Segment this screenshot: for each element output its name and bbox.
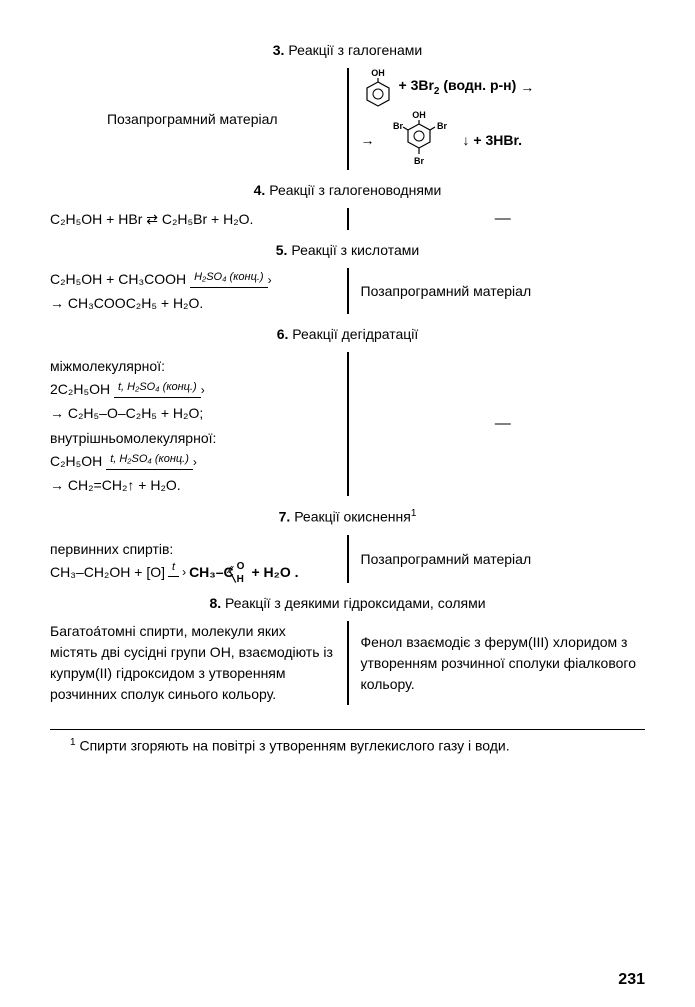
svg-text:OH: OH [412, 110, 426, 120]
s4-right: — [349, 208, 646, 230]
phenol-icon: OH [361, 68, 395, 106]
s7-left: первинних спиртів: CH₃–CH₂OH + [O] t› CH… [50, 535, 347, 583]
section-num: 3. [273, 42, 285, 58]
reagent-sub: 2 [434, 86, 440, 97]
s7-h: H [237, 574, 244, 585]
s6-line1b: → C₂H₅–O–C₂H₅ + H₂O; [50, 402, 335, 424]
section-5-row: C₂H₅OH + CH₃COOH H₂SO₄ (конц.)› → CH₃COO… [50, 268, 645, 314]
arrow2: → [361, 132, 375, 148]
s6-line1: 2C₂H₅OH t, H₂SO₄ (конц.)› [50, 378, 335, 402]
section-4-row: C₂H₅OH + HBr ⇄ C₂H₅Br + H₂O. — [50, 208, 645, 230]
s6-line2: C₂H₅OH t, H₂SO₄ (конц.)› [50, 450, 335, 474]
section-name: Реакції з галогенами [288, 42, 422, 58]
s7-right-text: Позапрограмний матеріал [361, 549, 646, 570]
s7-o: O [237, 561, 245, 572]
s3-right: OH + 3Br2 (водн. р-н) → → OH [349, 68, 646, 170]
section-name: Реакції з кислотами [291, 242, 419, 258]
footnote: 1 Спирти згоряють на повітрі з утворення… [50, 736, 645, 756]
s5-right-text: Позапрограмний матеріал [361, 281, 646, 302]
s7-sup: 1 [411, 508, 417, 519]
section-num: 8. [209, 595, 221, 611]
footnote-rule [50, 729, 645, 730]
s6-arrow1: › [201, 383, 205, 397]
s8-right-text: Фенол взаємодіє з ферум(III) хлоридом з … [361, 632, 646, 695]
s7-la: CH₃–CH₂OH + [O] [50, 561, 165, 583]
section-7-row: первинних спиртів: CH₃–CH₂OH + [O] t› CH… [50, 535, 645, 583]
s7-label: первинних спиртів: [50, 541, 335, 557]
arrow1: → [520, 79, 534, 95]
s6-cond2: t, H₂SO₄ (конц.) [106, 451, 193, 470]
s7-line: CH₃–CH₂OH + [O] t› CH₃–C O∕∕ ╲H + H₂O . [50, 561, 335, 583]
svg-text:Br: Br [437, 121, 447, 131]
s8-left: Багатоа́томні спирти, молекули яких міст… [50, 621, 347, 705]
oh-label: OH [371, 68, 385, 78]
s6-dash: — [361, 415, 646, 433]
s3-line2: → OH Br Br Br ↓ + 3HBr. [361, 110, 646, 170]
s4-dash: — [361, 210, 646, 228]
s6-l2a: C₂H₅OH [50, 453, 102, 469]
section-num: 6. [277, 326, 289, 342]
section-8-row: Багатоа́томні спирти, молекули яких міст… [50, 621, 645, 705]
section-num: 7. [279, 509, 291, 525]
page-number: 231 [618, 971, 645, 989]
s5-arrow: › [268, 273, 272, 287]
s3-line1: OH + 3Br2 (водн. р-н) → [361, 68, 646, 106]
section-6-row: міжмолекулярної: 2C₂H₅OH t, H₂SO₄ (конц.… [50, 352, 645, 496]
reagent-txt: + 3Br [399, 77, 434, 93]
aldehyde-icon: O∕∕ ╲H [237, 562, 245, 582]
footnote-marker: 1 [70, 737, 76, 748]
s6-left: міжмолекулярної: 2C₂H₅OH t, H₂SO₄ (конц.… [50, 352, 347, 496]
s3-left: Позапрограмний матеріал [50, 68, 347, 170]
s5-cond: H₂SO₄ (конц.) [190, 269, 268, 288]
reagent-cond: (водн. р-н) [443, 77, 516, 93]
section-5-title: 5. Реакції з кислотами [50, 242, 645, 258]
section-8-title: 8. Реакції з деякими гідроксидами, солям… [50, 595, 645, 611]
svg-text:Br: Br [413, 156, 423, 166]
section-name: Реакції з галогеноводнями [269, 182, 441, 198]
s4-formula: C₂H₅OH + HBr ⇄ C₂H₅Br + H₂O. [50, 208, 335, 230]
section-name: Реакції з деякими гідроксидами, солями [225, 595, 486, 611]
s5-left: C₂H₅OH + CH₃COOH H₂SO₄ (конц.)› → CH₃COO… [50, 268, 347, 314]
s5-l1: C₂H₅OH + CH₃COOH [50, 271, 186, 287]
section-num: 4. [254, 182, 266, 198]
s6-l1a: 2C₂H₅OH [50, 381, 110, 397]
section-7-title: 7. Реакції окиснення1 [50, 508, 645, 525]
s7-cond: t [168, 559, 179, 578]
s6-arrow2: › [193, 455, 197, 469]
svg-text:Br: Br [393, 121, 403, 131]
s6-right: — [349, 352, 646, 496]
section-name: Реакції окиснення [294, 509, 411, 525]
s7-tail: + H₂O . [251, 561, 298, 583]
section-3-row: Позапрограмний матеріал OH + 3Br2 (водн.… [50, 68, 645, 170]
section-num: 5. [276, 242, 288, 258]
section-3-title: 3. Реакції з галогенами [50, 42, 645, 58]
s5-right: Позапрограмний матеріал [349, 268, 646, 314]
section-6-title: 6. Реакції дегідратації [50, 326, 645, 342]
s7-right: Позапрограмний матеріал [349, 535, 646, 583]
s3-left-text: Позапрограмний матеріал [50, 109, 335, 130]
s7-lb: CH₃–C [189, 561, 234, 583]
section-name: Реакції дегідратації [292, 326, 418, 342]
reagent: + 3Br2 (водн. р-н) [399, 77, 517, 97]
s6-line2b: → CH₂=CH₂↑ + H₂O. [50, 474, 335, 496]
tribromo-icon: OH Br Br Br [379, 110, 459, 170]
s7-arrow: › [182, 563, 186, 582]
s3-tail: ↓ + 3HBr. [463, 132, 523, 148]
s6-label1: міжмолекулярної: [50, 358, 335, 374]
s8-right: Фенол взаємодіє з ферум(III) хлоридом з … [349, 621, 646, 705]
s6-cond1: t, H₂SO₄ (конц.) [114, 379, 201, 398]
s4-left: C₂H₅OH + HBr ⇄ C₂H₅Br + H₂O. [50, 208, 347, 230]
s5-line1: C₂H₅OH + CH₃COOH H₂SO₄ (конц.)› [50, 268, 335, 292]
s6-label2: внутрішньомолекулярної: [50, 430, 335, 446]
footnote-text: Спирти згоряють на повітрі з утворенням … [79, 738, 509, 754]
s8-left-text: Багатоа́томні спирти, молекули яких міст… [50, 621, 335, 705]
section-4-title: 4. Реакції з галогеноводнями [50, 182, 645, 198]
s5-line2: → CH₃COOC₂H₅ + H₂O. [50, 292, 335, 314]
